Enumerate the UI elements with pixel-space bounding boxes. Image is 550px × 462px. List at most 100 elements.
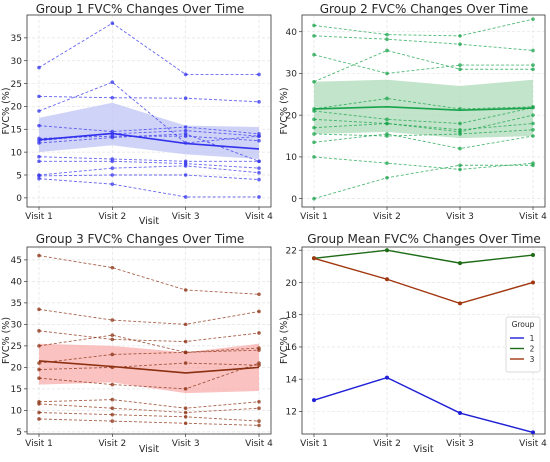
y-tick-label: 35 (11, 34, 22, 44)
data-point (385, 48, 389, 53)
legend: Group 1 23 (505, 316, 541, 373)
data-point (183, 164, 188, 168)
data-point (312, 132, 316, 136)
data-point (110, 337, 115, 342)
series-point-group-3 (458, 301, 462, 306)
y-tick-label: 5 (16, 428, 22, 438)
data-point (183, 128, 188, 133)
data-point (110, 382, 115, 387)
data-point (458, 167, 462, 172)
data-point (385, 37, 389, 42)
y-tick-label: 0 (291, 195, 297, 205)
individual-line (313, 107, 534, 124)
x-tick-label: Visit 4 (245, 212, 273, 222)
confidence-band (39, 343, 259, 394)
data-point (37, 94, 41, 99)
individual-line (313, 98, 534, 110)
data-point (37, 154, 41, 159)
data-point (531, 127, 535, 132)
series-line-group-1 (313, 376, 534, 434)
x-tick-label: Visit 2 (373, 212, 401, 222)
data-point (37, 417, 41, 421)
y-tick-label: 20 (11, 103, 23, 113)
data-point (312, 34, 316, 38)
data-point (183, 322, 188, 327)
data-point (37, 159, 41, 164)
data-point (385, 96, 389, 101)
individual-line (313, 35, 534, 51)
data-point (257, 348, 261, 352)
plot-frame (26, 14, 272, 208)
data-point (458, 67, 462, 72)
data-point (312, 52, 316, 57)
data-point (37, 307, 41, 312)
individual-line (38, 95, 260, 103)
series-line-group-2 (313, 249, 534, 264)
series-point-group-1 (458, 411, 462, 416)
individual-line (38, 255, 260, 295)
data-point (257, 399, 261, 404)
individual-line (38, 125, 260, 135)
data-point (312, 79, 316, 84)
individual-line (313, 50, 533, 83)
data-point (37, 109, 41, 113)
individual-line (313, 18, 534, 37)
y-axis-label: FVC% (%) (279, 317, 290, 364)
data-point (257, 159, 261, 164)
y-axis-label: FVC% (%) (279, 87, 290, 134)
x-tick-label: Visit 4 (245, 439, 273, 449)
y-tick-label: 5 (16, 171, 22, 181)
individual-line (38, 156, 259, 162)
data-point (385, 117, 389, 122)
panel-3: 5 10 15 20 25 30 35 40 45 Visit 1 Visit 2 Visit 3 Vi… (1, 232, 273, 455)
y-tick-label: 10 (11, 148, 23, 158)
data-point (37, 376, 41, 380)
series-point-group-2 (385, 248, 389, 253)
y-tick-label: 45 (11, 256, 22, 266)
individual-line (38, 412, 260, 422)
data-point (37, 402, 41, 406)
y-tick-label: 40 (286, 28, 298, 38)
x-tick-label: Visit 1 (300, 212, 328, 222)
panel-1: 0 5 10 15 20 25 30 35 Visit 1 Visit 2 Visit 3 Visit… (1, 2, 273, 227)
data-point (37, 361, 41, 365)
data-point (110, 135, 115, 140)
y-tick-label: 35 (11, 299, 22, 309)
data-point (312, 109, 316, 113)
data-point (110, 95, 115, 100)
plot-frame (301, 14, 546, 208)
x-tick-label: Visit 2 (373, 439, 401, 449)
series-point-group-3 (531, 280, 535, 285)
data-point (385, 161, 389, 165)
y-tick-label: 15 (11, 126, 22, 136)
data-point (110, 352, 115, 357)
data-point (257, 177, 261, 182)
x-tick-label: Visit 3 (446, 212, 474, 222)
data-point (37, 344, 41, 348)
y-tick-label: 25 (11, 342, 22, 352)
data-point (183, 421, 188, 426)
data-point (110, 318, 115, 322)
data-point (37, 253, 41, 258)
individual-line (313, 123, 534, 131)
series-point-group-2 (531, 253, 535, 258)
data-point (257, 166, 261, 170)
chart-title: Group 1 FVC% Changes Over Time (36, 2, 245, 16)
x-tick-label: Visit 4 (519, 439, 547, 449)
data-point (110, 419, 115, 423)
mean-line (38, 360, 260, 374)
individual-line (313, 114, 534, 133)
individual-line (39, 160, 260, 169)
data-point (37, 65, 41, 70)
data-point (110, 412, 115, 417)
data-point (110, 406, 115, 411)
data-point (257, 406, 261, 411)
data-point (312, 140, 316, 145)
data-point (257, 331, 261, 335)
data-point (257, 72, 261, 77)
x-tick-label: Visit 2 (98, 439, 126, 449)
data-point (257, 419, 261, 423)
data-point (37, 174, 41, 178)
plot-frame (301, 246, 546, 435)
